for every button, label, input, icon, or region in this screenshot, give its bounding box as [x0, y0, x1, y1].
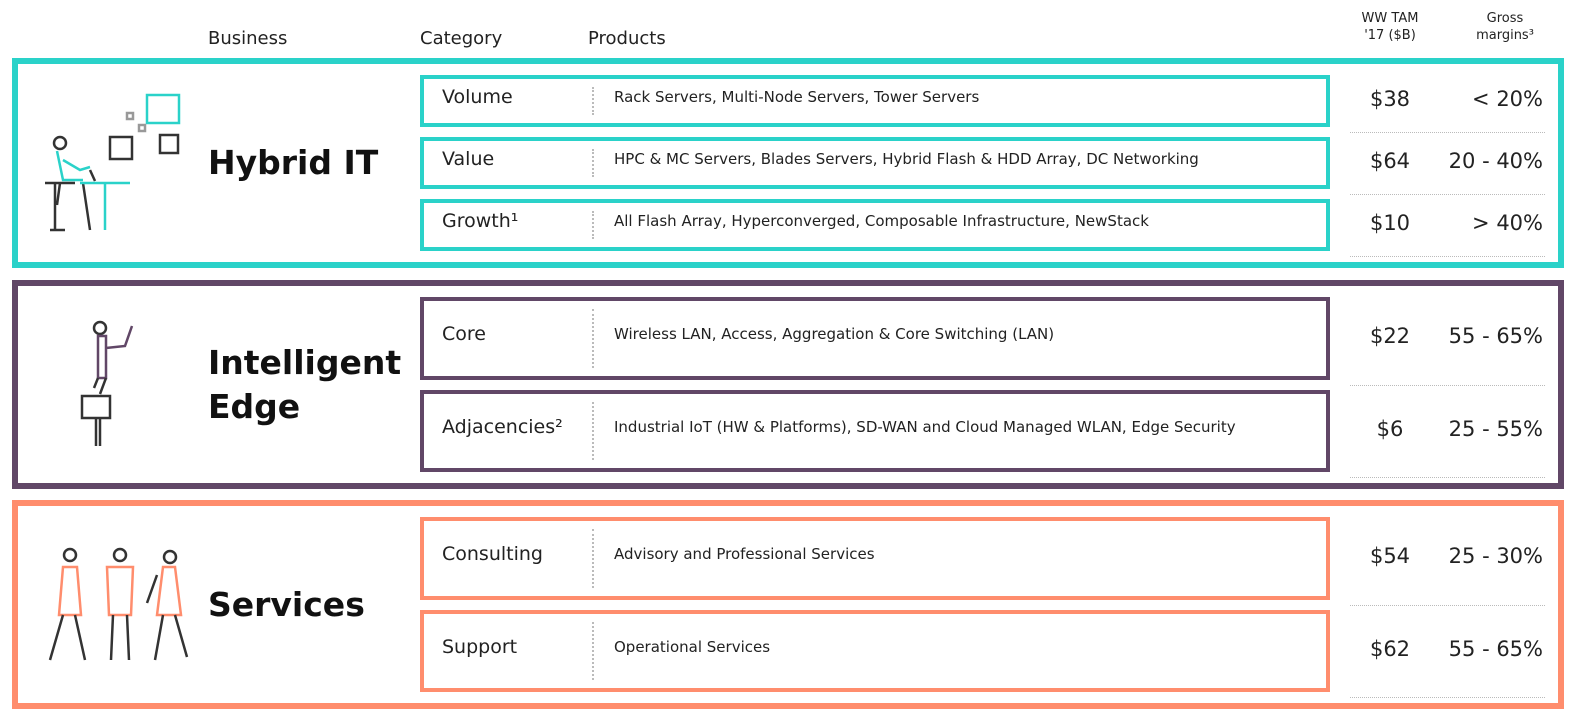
products: HPC & MC Servers, Blades Servers, Hybrid…	[614, 150, 1199, 168]
separator	[592, 621, 594, 680]
header-business: Business	[208, 28, 288, 49]
tam-value: $22	[1369, 324, 1411, 349]
tam-value: $6	[1376, 416, 1404, 441]
category: Adjacencies²	[442, 415, 563, 438]
divider	[1350, 256, 1545, 257]
row-box: Volume Rack Servers, Multi-Node Servers, …	[420, 75, 1330, 127]
header-category: Category	[420, 28, 503, 49]
header-margins: Gross margins³	[1460, 10, 1550, 44]
separator	[592, 211, 594, 239]
header-margins-line: Gross	[1486, 11, 1524, 26]
products: Industrial IoT (HW & Platforms), SD-WAN …	[614, 417, 1236, 436]
tam-value: $64	[1369, 149, 1411, 173]
section-frame	[12, 280, 1564, 489]
products: Advisory and Professional Services	[614, 545, 875, 564]
divider	[1350, 132, 1545, 133]
gross-margin: 25 - 30%	[1448, 544, 1543, 569]
separator	[592, 309, 594, 368]
row-box: Consulting Advisory and Professional Serv…	[420, 517, 1330, 600]
products: Rack Servers, Multi-Node Servers, Tower …	[614, 88, 980, 106]
tam-value: $62	[1369, 636, 1411, 661]
divider	[1350, 604, 1545, 606]
products: All Flash Array, Hyperconverged, Composa…	[614, 212, 1149, 230]
category: Core	[442, 323, 486, 346]
divider	[1350, 194, 1545, 195]
header-tam: WW TAM '17 ($B)	[1345, 10, 1435, 44]
category: Growth¹	[442, 210, 519, 232]
icon-hybrid	[45, 93, 181, 232]
gross-margin: > 40%	[1472, 211, 1543, 235]
header-tam-line: WW TAM	[1361, 11, 1419, 26]
row-box: Support Operational Services	[420, 609, 1330, 692]
divider	[1350, 697, 1545, 698]
gross-margin: 20 - 40%	[1448, 149, 1543, 173]
row-box: Core Wireless LAN, Access, Aggregation & …	[420, 297, 1330, 380]
gross-margin: 55 - 65%	[1448, 636, 1543, 661]
separator	[592, 149, 594, 177]
products: Wireless LAN, Access, Aggregation & Core…	[614, 325, 1055, 344]
header-products: Products	[588, 28, 666, 49]
category: Volume	[442, 86, 513, 108]
separator	[592, 87, 594, 115]
gross-margin: 55 - 65%	[1448, 324, 1543, 349]
products: Operational Services	[614, 637, 771, 656]
row-box: Adjacencies² Industrial IoT (HW & Platfor…	[420, 389, 1330, 472]
row-box: Value HPC & MC Servers, Blades Servers, H…	[420, 137, 1330, 189]
section-frame	[12, 58, 1564, 268]
business-name: Intelligent Edge	[208, 342, 402, 426]
tam-value: $10	[1369, 211, 1411, 235]
category: Support	[442, 635, 518, 658]
section-frame	[12, 500, 1564, 709]
separator	[592, 529, 594, 588]
gross-margin: 25 - 55%	[1448, 416, 1543, 441]
header-tam-line: '17 ($B)	[1364, 28, 1416, 43]
category: Value	[442, 148, 495, 170]
tam-value: $38	[1369, 87, 1411, 111]
header-margins-line: margins³	[1476, 28, 1534, 43]
category: Consulting	[442, 543, 543, 566]
separator	[592, 401, 594, 460]
gross-margin: < 20%	[1472, 87, 1543, 111]
icon-edge	[80, 320, 134, 446]
business-name: Services	[208, 584, 365, 624]
icon-services	[48, 547, 189, 661]
business-name: Hybrid IT	[208, 143, 379, 182]
row-box: Growth¹ All Flash Array, Hyperconverged, …	[420, 199, 1330, 251]
tam-value: $54	[1369, 544, 1411, 569]
divider	[1350, 384, 1545, 386]
divider	[1350, 477, 1545, 478]
